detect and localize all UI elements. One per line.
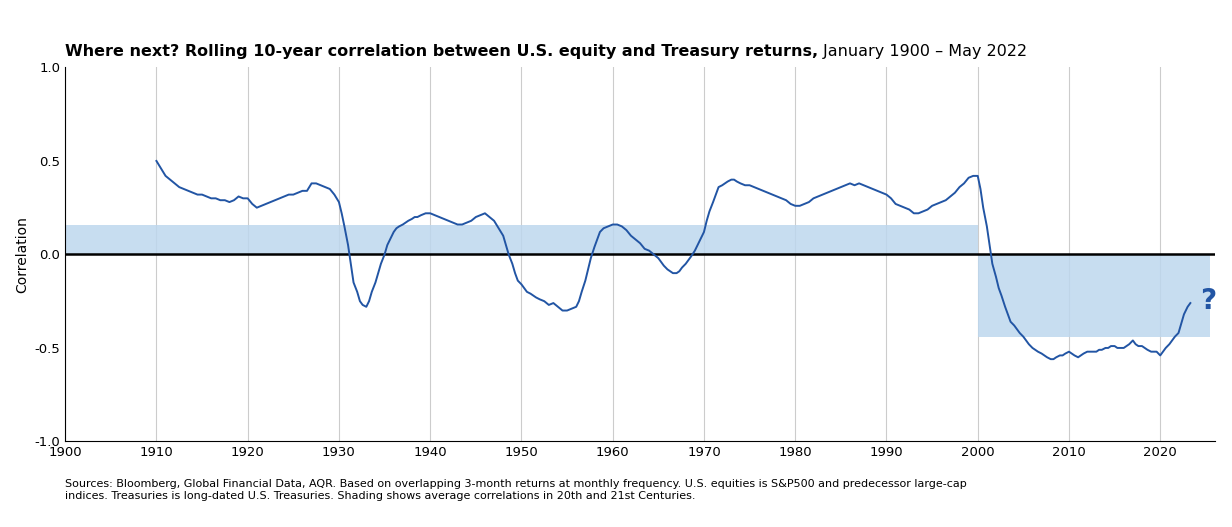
Text: Sources: Bloomberg, Global Financial Data, AQR. Based on overlapping 3-month ret: Sources: Bloomberg, Global Financial Dat… <box>65 480 967 501</box>
Text: Where next? Rolling 10-year correlation between U.S. equity and Treasury returns: Where next? Rolling 10-year correlation … <box>65 44 818 60</box>
Y-axis label: Correlation: Correlation <box>15 216 30 293</box>
Text: January 1900 – May 2022: January 1900 – May 2022 <box>818 44 1027 60</box>
Text: ?: ? <box>1200 287 1216 315</box>
